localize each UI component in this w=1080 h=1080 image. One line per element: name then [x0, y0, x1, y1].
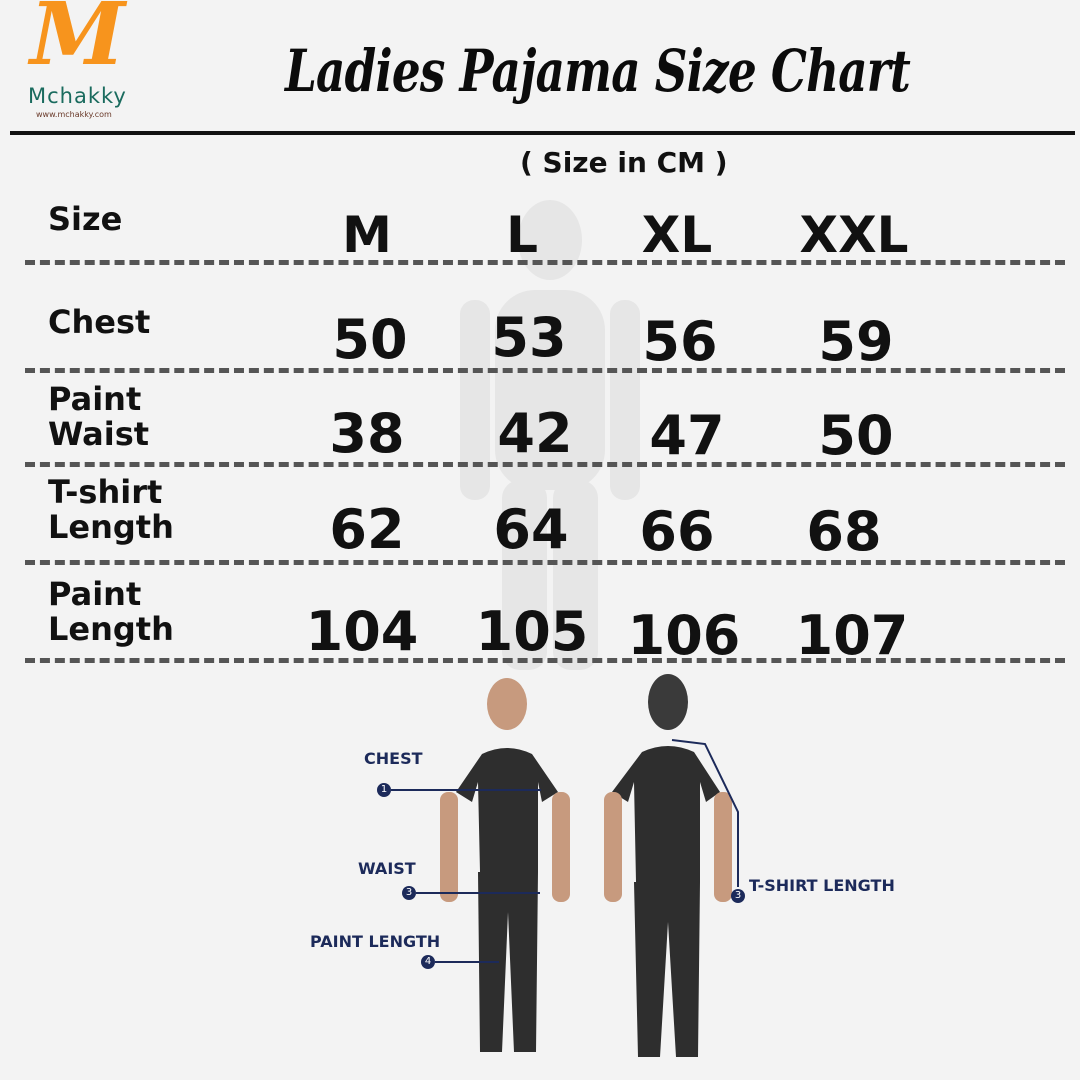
annotation-waist: WAIST [358, 859, 416, 878]
table-cell: 66 [639, 500, 715, 563]
model-figures-illustration [440, 674, 739, 1057]
row-label-paint-length: Paint Length [48, 575, 174, 649]
row-label-tshirt-length: T-shirt Length [48, 473, 174, 547]
row-label-chest: Chest [48, 303, 151, 341]
front-figure [440, 678, 570, 1052]
row-label-paint-waist: Paint Waist [48, 380, 150, 454]
annotation-paint-length: PAINT LENGTH [310, 932, 441, 951]
table-cell: 62 [329, 498, 405, 561]
table-cell: 50 [818, 404, 894, 467]
table-cell: 50 [332, 308, 408, 371]
chest-measure-line [391, 789, 541, 791]
page-title: Ladies Pajama Size Chart [285, 37, 911, 105]
table-cell: 47 [649, 404, 725, 467]
annotation-chest: CHEST [364, 749, 423, 768]
table-cell: 53 [491, 306, 567, 369]
waist-measure-line [416, 892, 540, 894]
table-cell: 105 [475, 600, 589, 663]
table-cell: 38 [329, 402, 405, 465]
background-silhouette [460, 200, 640, 670]
logo-url: www.mchakky.com [36, 110, 112, 119]
column-header-xl: XL [641, 206, 713, 264]
divider [25, 462, 1065, 467]
column-header-l: L [506, 206, 538, 264]
logo-name: Mchakky [28, 84, 127, 108]
divider [25, 658, 1065, 663]
table-cell: 56 [642, 310, 718, 373]
table-cell: 107 [795, 604, 909, 667]
logo-letter: M [30, 0, 126, 85]
divider [25, 260, 1065, 265]
table-cell: 59 [818, 310, 894, 373]
subtitle: ( Size in CM ) [520, 146, 728, 179]
table-cell: 64 [493, 498, 569, 561]
table-cell: 42 [497, 402, 573, 465]
divider [25, 560, 1065, 565]
table-cell: 106 [627, 604, 741, 667]
column-header-xxl: XXL [799, 206, 909, 264]
back-figure [604, 674, 739, 1057]
annotation-number: 3 [402, 886, 416, 900]
paint-length-measure-line [435, 961, 499, 963]
title-divider [10, 131, 1075, 135]
annotation-number: 3 [731, 889, 745, 903]
table-cell: 104 [305, 600, 419, 663]
annotation-tshirt-length: T-SHIRT LENGTH [749, 876, 895, 895]
annotation-number: 4 [421, 955, 435, 969]
annotation-number: 1 [377, 783, 391, 797]
table-cell: 68 [806, 500, 882, 563]
size-header-label: Size [48, 200, 123, 238]
column-header-m: M [342, 206, 392, 264]
divider [25, 368, 1065, 373]
